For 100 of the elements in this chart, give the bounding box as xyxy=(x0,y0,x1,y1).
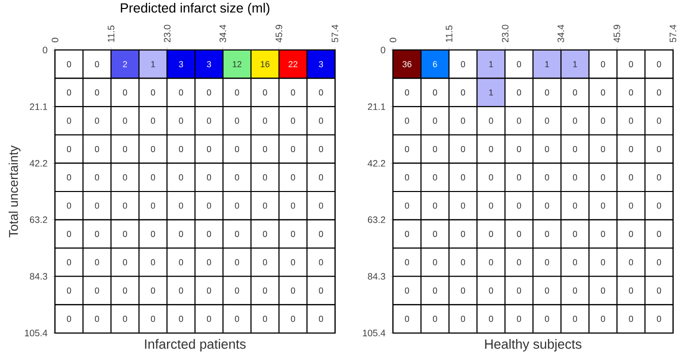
data-label: 0 xyxy=(262,89,268,96)
data-label: 0 xyxy=(66,202,72,209)
data-label: 1 xyxy=(545,61,549,68)
data-label: 0 xyxy=(432,146,438,152)
data-label: 0 xyxy=(262,259,268,266)
data-label: 0 xyxy=(628,174,634,180)
text: Healthy subjects xyxy=(485,339,582,352)
data-label: 0 xyxy=(122,287,128,294)
data-label: 12 xyxy=(232,61,242,68)
data-label: 0 xyxy=(94,61,100,68)
data-label: 0 xyxy=(488,287,494,294)
data-label: 0 xyxy=(656,316,662,322)
y-tick-label: 21.1 xyxy=(30,103,48,110)
x-tick-label: 23.0 xyxy=(502,24,508,42)
data-label: 0 xyxy=(516,118,522,124)
data-label: 0 xyxy=(572,118,578,124)
x-tick-label: 34.4 xyxy=(558,24,564,42)
data-label: 3 xyxy=(178,61,184,68)
data-label: 0 xyxy=(544,174,550,180)
data-label: 0 xyxy=(94,146,100,152)
data-label: 0 xyxy=(600,146,606,152)
data-label: 0 xyxy=(656,61,662,68)
data-label: 0 xyxy=(318,287,324,294)
y-tick-label: 105.4 xyxy=(24,330,48,336)
data-label: 0 xyxy=(94,174,100,180)
data-label: 0 xyxy=(572,146,578,152)
data-label: 0 xyxy=(460,174,466,180)
data-label: 0 xyxy=(318,202,324,209)
data-label: 0 xyxy=(488,202,494,209)
data-label: 0 xyxy=(516,287,522,294)
data-label: 0 xyxy=(94,287,100,294)
data-label: 0 xyxy=(516,259,522,266)
data-label: 0 xyxy=(66,118,72,124)
data-label: 0 xyxy=(656,174,662,180)
data-label: 0 xyxy=(178,259,184,266)
text: Infarcted patients xyxy=(145,339,246,352)
data-label: 0 xyxy=(94,89,100,96)
data-label: 0 xyxy=(628,118,634,124)
data-label: 0 xyxy=(628,230,634,238)
data-label: 0 xyxy=(178,118,184,124)
data-label: 0 xyxy=(178,230,184,238)
data-label: 0 xyxy=(460,287,466,294)
data-label: 0 xyxy=(404,287,410,294)
data-label: 0 xyxy=(150,230,156,238)
data-label: 0 xyxy=(206,89,212,96)
data-label: 2 xyxy=(123,61,127,68)
data-label: 1 xyxy=(573,61,577,68)
data-label: 0 xyxy=(262,174,268,180)
data-label: 0 xyxy=(234,202,240,209)
data-label: 0 xyxy=(122,316,128,322)
data-label: 0 xyxy=(460,230,466,238)
data-label: 0 xyxy=(432,202,438,209)
data-label: 0 xyxy=(290,230,296,238)
data-label: 0 xyxy=(432,316,438,322)
data-label: 0 xyxy=(516,89,522,96)
data-label: 0 xyxy=(150,174,156,180)
data-label: 0 xyxy=(150,118,156,124)
data-label: 0 xyxy=(544,118,550,124)
data-label: 0 xyxy=(656,89,662,96)
data-label: 0 xyxy=(66,287,72,294)
data-label: 0 xyxy=(460,118,466,124)
data-label: 0 xyxy=(122,230,128,238)
data-label: 0 xyxy=(516,61,522,68)
data-label: 0 xyxy=(432,174,438,180)
data-label: 3 xyxy=(206,61,212,68)
data-label: 1 xyxy=(489,61,493,68)
data-label: 0 xyxy=(432,89,438,96)
data-label: 0 xyxy=(290,316,296,322)
data-label: 0 xyxy=(488,174,494,180)
y-tick-label: 21.1 xyxy=(368,103,386,110)
data-label: 0 xyxy=(404,118,410,124)
data-label: 0 xyxy=(66,89,72,96)
y-tick-label: 42.2 xyxy=(30,160,48,167)
data-label: 0 xyxy=(572,174,578,180)
data-label: 0 xyxy=(656,230,662,238)
y-tick-label: 105.4 xyxy=(362,330,386,336)
data-label: 0 xyxy=(460,146,466,152)
data-label: 0 xyxy=(544,202,550,209)
data-label: 0 xyxy=(628,287,634,294)
data-label: 0 xyxy=(206,118,212,124)
data-label: 0 xyxy=(234,174,240,180)
data-label: 0 xyxy=(656,202,662,209)
y-tick-label: 63.2 xyxy=(368,216,386,223)
data-label: 0 xyxy=(544,259,550,266)
data-label: 0 xyxy=(122,174,128,180)
y-tick-label: 84.3 xyxy=(30,273,48,280)
data-label: 0 xyxy=(600,287,606,294)
y-tick-label: 0 xyxy=(380,46,386,54)
data-label: 0 xyxy=(234,118,240,124)
data-label: 0 xyxy=(206,202,212,209)
data-label: 0 xyxy=(404,89,410,96)
data-label: 0 xyxy=(122,89,128,96)
data-label: 1 xyxy=(151,61,155,68)
data-label: 0 xyxy=(94,259,100,266)
data-label: 0 xyxy=(150,202,156,209)
data-label: 0 xyxy=(66,61,72,68)
data-label: 0 xyxy=(290,89,296,96)
data-label: 0 xyxy=(262,118,268,124)
data-label: 0 xyxy=(572,202,578,209)
y-tick-label: 0 xyxy=(42,46,48,54)
